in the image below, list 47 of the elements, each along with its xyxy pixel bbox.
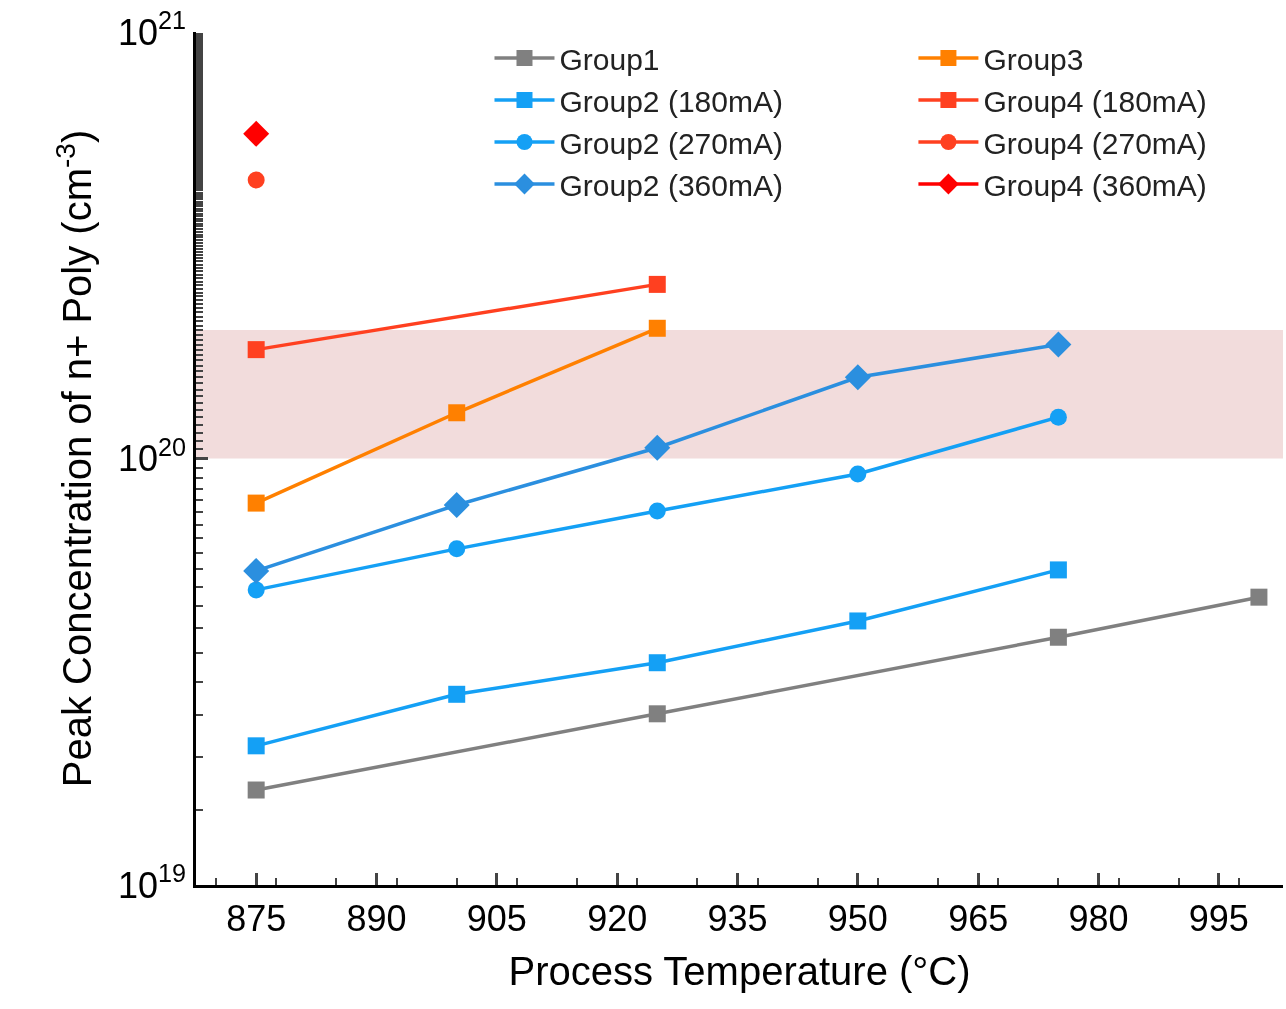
point <box>448 404 466 422</box>
point <box>247 341 265 359</box>
point <box>1045 331 1072 358</box>
legend-label: Group4 (180mA) <box>983 84 1207 118</box>
x-tick-label: 935 <box>707 897 768 939</box>
point <box>849 612 867 630</box>
point <box>448 540 466 558</box>
point <box>247 781 265 799</box>
legend-label: Group2 (360mA) <box>559 168 783 202</box>
point <box>1049 628 1067 646</box>
point <box>443 492 470 518</box>
point <box>448 685 466 703</box>
point <box>247 171 265 189</box>
point <box>247 581 265 599</box>
point <box>1049 408 1067 426</box>
point <box>844 364 871 391</box>
point <box>648 502 666 520</box>
point <box>247 494 265 512</box>
x-tick-label: 875 <box>226 897 287 939</box>
legend-label: Group2 (180mA) <box>559 84 783 118</box>
point <box>243 557 270 584</box>
y-tick-label: 10$^{20}$ <box>117 432 187 480</box>
point <box>644 434 671 461</box>
x-tick-label: 965 <box>948 897 1009 939</box>
point <box>648 654 666 672</box>
x-tick-label: 995 <box>1188 897 1249 939</box>
x-tick-label: 905 <box>466 897 527 939</box>
point <box>1250 588 1268 606</box>
point <box>648 319 666 337</box>
legend-label: Group1 <box>559 42 660 76</box>
point <box>247 737 265 755</box>
point <box>243 120 270 147</box>
point <box>849 465 867 483</box>
point <box>648 275 666 293</box>
legend-label: Group3 <box>983 42 1084 76</box>
legend-label: Group4 (270mA) <box>983 126 1207 160</box>
x-tick-label: 920 <box>587 897 648 939</box>
point <box>648 705 666 723</box>
x-tick-label: 890 <box>346 897 407 939</box>
y-tick-label: 10$^{19}$ <box>117 859 187 906</box>
point <box>1049 561 1067 579</box>
y-tick-label: 10$^{21}$ <box>117 6 187 53</box>
x-axis-title: Process Temperature (°C) <box>508 949 971 994</box>
x-tick-label: 950 <box>827 897 888 939</box>
legend-label: Group4 (360mA) <box>983 168 1207 202</box>
x-tick-label: 980 <box>1068 897 1129 939</box>
legend-label: Group2 (270mA) <box>559 126 783 160</box>
